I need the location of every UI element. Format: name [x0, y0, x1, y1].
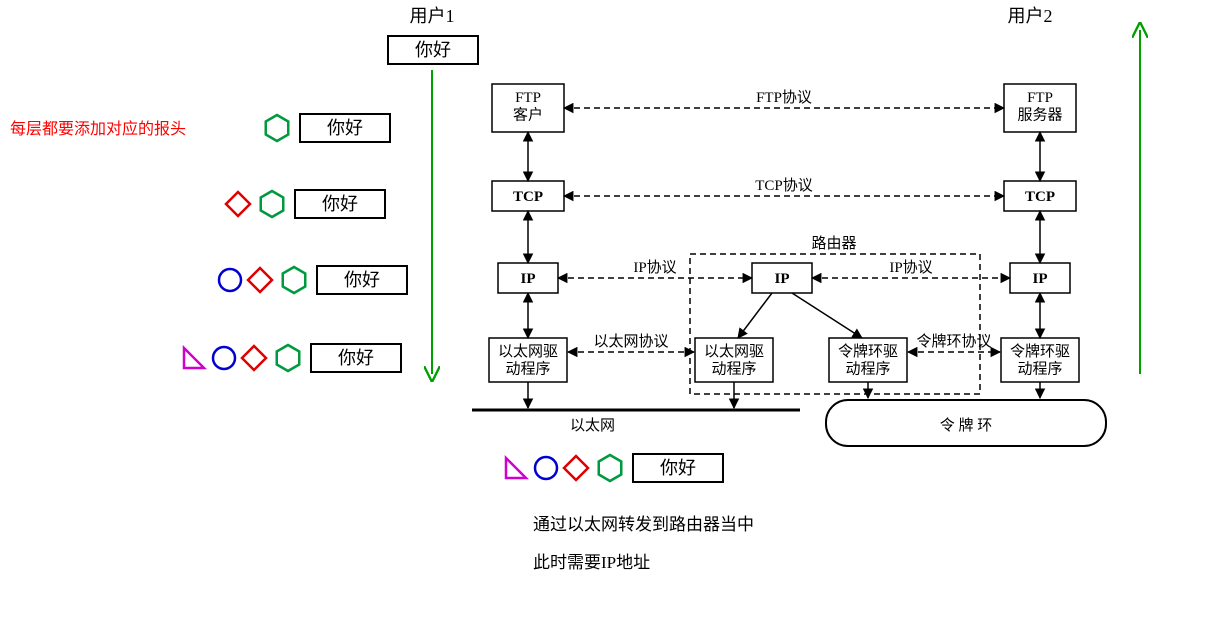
proto-eth: 以太网协议 — [593, 333, 668, 350]
token-ring-label: 令 牌 环 — [940, 417, 993, 434]
hex-icon — [261, 191, 284, 217]
user1-label: 用户1 — [410, 6, 455, 26]
proto-ip-left: IP协议 — [633, 259, 676, 276]
payload-l2-text: 你好 — [322, 194, 358, 214]
proto-ftp: FTP协议 — [756, 89, 812, 106]
box-tcp-left-text: TCP — [513, 189, 543, 205]
user2-label: 用户2 — [1008, 6, 1053, 26]
circle-icon — [213, 347, 235, 369]
payload-bottom-text: 你好 — [660, 458, 696, 478]
hex-icon — [266, 115, 289, 141]
payload-l1-text: 你好 — [327, 118, 363, 138]
payload-l3-text: 你好 — [344, 270, 380, 290]
circle-icon — [535, 457, 557, 479]
router-label: 路由器 — [811, 235, 856, 252]
circle-icon — [219, 269, 241, 291]
caption-line1: 通过以太网转发到路由器当中 — [533, 515, 754, 534]
caption-line2: 此时需要IP地址 — [533, 553, 650, 572]
proto-tcp: TCP协议 — [755, 177, 813, 194]
proto-ip-right: IP协议 — [889, 259, 932, 276]
hex-icon — [599, 455, 622, 481]
payload-l0-text: 你好 — [415, 40, 451, 60]
hex-icon — [277, 345, 300, 371]
hex-icon — [283, 267, 306, 293]
payload-l4-text: 你好 — [338, 348, 374, 368]
diamond-icon — [248, 268, 272, 292]
arrow — [738, 293, 772, 338]
proto-ring: 令牌环协议 — [916, 333, 991, 350]
diamond-icon — [564, 456, 588, 480]
diamond-icon — [226, 192, 250, 216]
triangle-icon — [184, 348, 204, 368]
left-annotation: 每层都要添加对应的报头 — [10, 119, 186, 138]
triangle-icon — [506, 458, 526, 478]
box-ip-router-text: IP — [775, 271, 790, 287]
arrow — [792, 293, 862, 338]
ethernet-label: 以太网 — [570, 417, 615, 434]
box-ip-right-text: IP — [1033, 271, 1048, 287]
diagram-canvas: 用户1用户2每层都要添加对应的报头你好你好你好你好你好FTP客户TCPIP以太网… — [0, 0, 1206, 626]
diamond-icon — [242, 346, 266, 370]
box-ip-left-text: IP — [521, 271, 536, 287]
box-ftp-client-text: FTP客户 — [513, 90, 543, 123]
box-tcp-right-text: TCP — [1025, 189, 1055, 205]
